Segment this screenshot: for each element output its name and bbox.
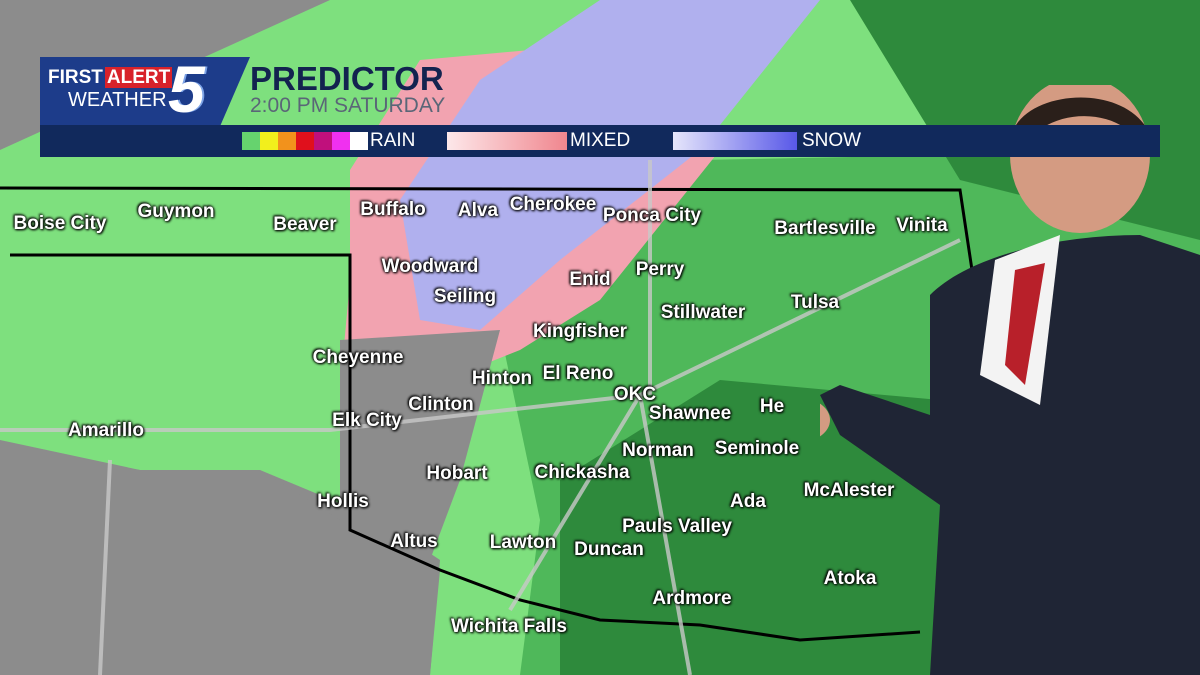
- city-label: Boise City: [13, 213, 107, 234]
- rain-color-swatch: [350, 132, 368, 150]
- city-label: Elk City: [332, 410, 402, 431]
- forecast-time: 2:00 PM SATURDAY: [250, 94, 446, 117]
- city-label: He: [759, 396, 785, 417]
- city-label: Beaver: [273, 214, 337, 235]
- first-alert-weather-5-logo: FIRST ALERT WEATHER 5: [40, 57, 250, 125]
- city-label: Perry: [635, 259, 685, 280]
- city-label: Tulsa: [790, 292, 840, 313]
- rain-color-swatch: [242, 132, 260, 150]
- city-label: Vinita: [896, 215, 948, 236]
- city-label: Amarillo: [67, 420, 145, 441]
- city-label: OKC: [613, 384, 657, 405]
- city-label: Enid: [569, 269, 611, 290]
- gray-gap-area: [340, 330, 500, 560]
- city-label: Buffalo: [360, 199, 426, 220]
- logo-first: FIRST: [48, 67, 103, 88]
- city-label: Duncan: [574, 539, 644, 560]
- city-label: Altus: [390, 531, 438, 552]
- city-label: Shawnee: [648, 403, 732, 424]
- city-label: Clinton: [408, 394, 474, 415]
- city-label: Seiling: [433, 286, 497, 307]
- city-label: Wichita Falls: [451, 616, 567, 637]
- city-label: Woodward: [381, 256, 479, 277]
- page-title: PREDICTOR: [250, 60, 444, 97]
- rain-color-swatch: [278, 132, 296, 150]
- snow-area: [400, 0, 820, 330]
- rain-color-swatch: [332, 132, 350, 150]
- city-label: Bartlesville: [774, 218, 876, 239]
- snow-color-scale: [673, 132, 797, 150]
- mixed-color-scale: [447, 132, 567, 150]
- snow-label: SNOW: [802, 130, 862, 151]
- presenter: [820, 85, 1200, 675]
- city-label: Ada: [730, 491, 766, 512]
- logo-number: 5: [168, 52, 205, 126]
- city-label: Kingfisher: [533, 321, 627, 342]
- logo-weather: WEATHER: [68, 89, 167, 111]
- precip-legend: RAIN MIXED SNOW: [40, 125, 1160, 157]
- city-label: Pauls Valley: [622, 516, 732, 537]
- rain-color-swatch: [314, 132, 332, 150]
- city-label: Lawton: [489, 532, 557, 553]
- city-label: Alva: [457, 200, 499, 221]
- logo-alert: ALERT: [104, 67, 173, 88]
- city-label: El Reno: [542, 363, 614, 384]
- rain-heavy-area: [560, 380, 960, 675]
- city-label: Ponca City: [602, 205, 702, 226]
- city-label: Stillwater: [660, 302, 746, 323]
- highway: [0, 160, 961, 675]
- city-label: Hinton: [471, 368, 533, 389]
- city-label: Guymon: [137, 201, 215, 222]
- city-label: Hobart: [426, 463, 488, 484]
- rain-color-swatch: [260, 132, 278, 150]
- gray-left-area: [0, 450, 440, 675]
- rain-label: RAIN: [370, 130, 416, 151]
- city-label: Ardmore: [652, 588, 732, 609]
- predictor-banner: FIRST ALERT WEATHER 5 PREDICTOR 2:00 PM S…: [40, 57, 1160, 157]
- city-label: Cherokee: [509, 194, 597, 215]
- city-label: Chickasha: [534, 462, 630, 483]
- city-label: Seminole: [714, 438, 800, 459]
- city-label: Norman: [622, 440, 694, 461]
- city-label: Hollis: [317, 491, 369, 512]
- mixed-label: MIXED: [570, 130, 631, 151]
- city-label: McAlester: [803, 480, 895, 501]
- rain-color-swatch: [296, 132, 314, 150]
- city-label: Atoka: [823, 568, 877, 589]
- city-label: Cheyenne: [312, 347, 404, 368]
